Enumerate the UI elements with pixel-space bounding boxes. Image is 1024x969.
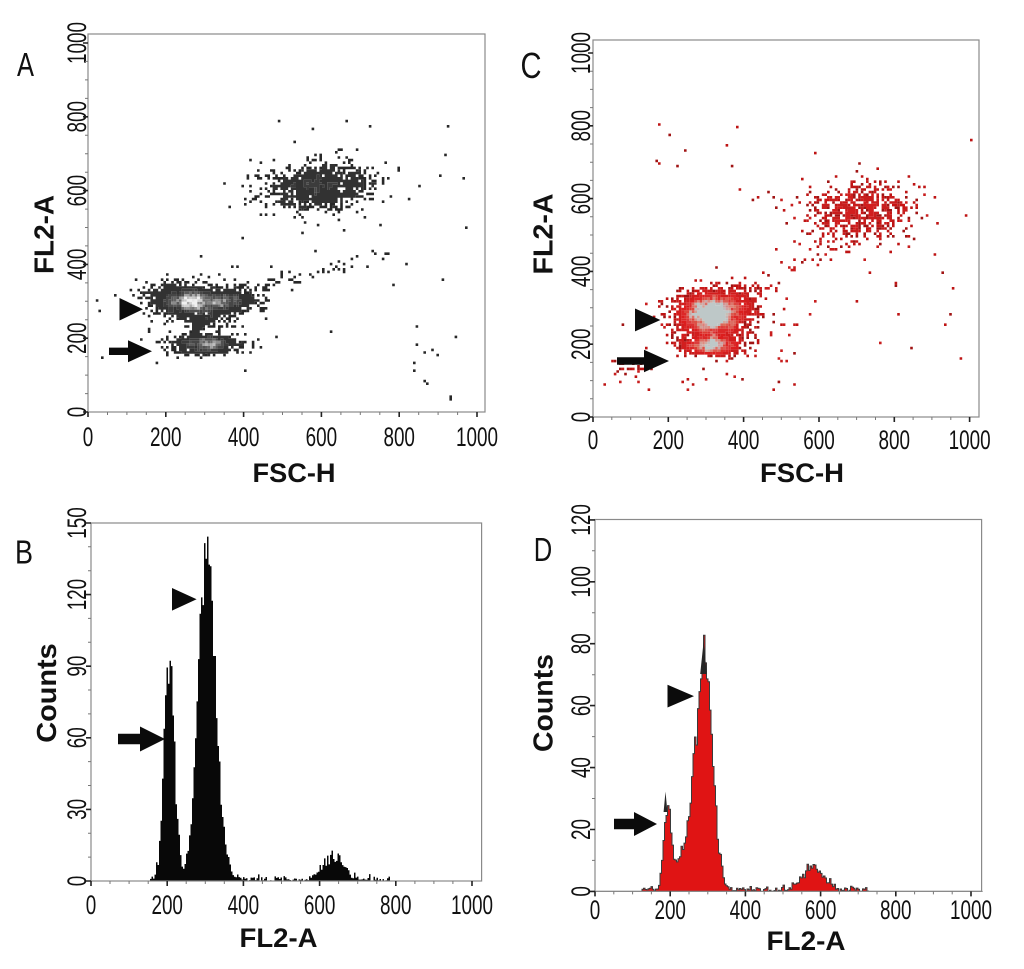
svg-text:FL2-A: FL2-A (240, 923, 318, 953)
svg-text:FL2-A: FL2-A (29, 195, 60, 274)
svg-text:0: 0 (566, 412, 596, 423)
svg-text:0: 0 (86, 890, 97, 920)
svg-text:200: 200 (653, 425, 685, 455)
svg-text:90: 90 (62, 656, 92, 677)
svg-text:20: 20 (566, 819, 596, 840)
svg-text:400: 400 (228, 890, 260, 920)
svg-text:0: 0 (62, 407, 92, 418)
svg-text:60: 60 (62, 727, 92, 748)
svg-text:800: 800 (383, 422, 415, 452)
svg-text:B: B (15, 534, 33, 571)
svg-text:0: 0 (588, 425, 599, 455)
svg-text:600: 600 (803, 425, 835, 455)
svg-text:0: 0 (62, 876, 92, 887)
svg-text:FL2-A: FL2-A (527, 194, 558, 275)
svg-text:0: 0 (566, 886, 596, 897)
svg-text:FSC-H: FSC-H (760, 458, 844, 488)
svg-text:A: A (17, 46, 34, 83)
svg-text:60: 60 (566, 695, 596, 716)
svg-text:Counts: Counts (31, 643, 62, 743)
svg-text:200: 200 (151, 890, 183, 920)
svg-text:FL2-A: FL2-A (767, 926, 846, 956)
svg-text:C: C (521, 45, 542, 86)
svg-text:600: 600 (805, 895, 837, 925)
svg-text:1000: 1000 (456, 422, 498, 452)
svg-text:0: 0 (83, 422, 94, 452)
svg-text:800: 800 (380, 890, 412, 920)
svg-text:400: 400 (730, 895, 762, 925)
svg-text:0: 0 (590, 895, 601, 925)
svg-text:1000: 1000 (451, 890, 493, 920)
svg-text:800: 800 (879, 425, 911, 455)
svg-text:400: 400 (728, 425, 760, 455)
svg-text:200: 200 (150, 422, 182, 452)
svg-text:1000: 1000 (950, 895, 992, 925)
svg-text:Counts: Counts (528, 654, 559, 752)
svg-text:600: 600 (304, 890, 336, 920)
svg-text:80: 80 (566, 633, 596, 654)
svg-text:D: D (534, 531, 553, 568)
svg-text:FSC-H: FSC-H (253, 458, 336, 488)
svg-text:200: 200 (654, 895, 686, 925)
svg-text:800: 800 (880, 895, 912, 925)
svg-text:40: 40 (566, 757, 596, 778)
svg-text:1000: 1000 (949, 425, 991, 455)
svg-text:600: 600 (306, 422, 338, 452)
svg-text:30: 30 (62, 799, 92, 820)
svg-text:400: 400 (228, 422, 260, 452)
